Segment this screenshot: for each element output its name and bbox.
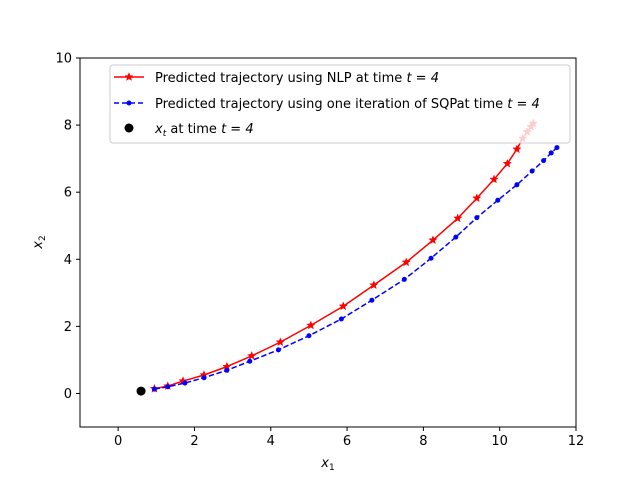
series-0-point — [369, 280, 379, 290]
series-1-point — [428, 255, 434, 261]
x-tick-label: 6 — [343, 434, 351, 449]
series-1-point — [306, 333, 312, 339]
x-tick-label: 12 — [568, 434, 585, 449]
x-tick-label: 4 — [267, 434, 275, 449]
y-tick-label: 4 — [64, 253, 72, 268]
y-tick-label: 2 — [64, 320, 72, 335]
x-axis-ticks: 0 2 4 6 8 10 12 — [114, 427, 584, 449]
series-1-point — [514, 182, 520, 188]
legend-box — [109, 64, 571, 144]
legend-sqp-marker — [126, 100, 132, 106]
series-1-point — [401, 276, 407, 282]
series-1-point — [541, 158, 547, 164]
legend-nlp-label: Predicted trajectory using NLP at time t… — [155, 71, 439, 86]
series-0-point — [512, 144, 522, 154]
y-axis-ticks: 0 2 4 6 8 10 — [55, 52, 80, 402]
series-1-point — [338, 316, 344, 322]
axes-frame — [79, 57, 577, 428]
series-1-point — [165, 384, 171, 390]
series-0-point — [275, 337, 285, 347]
legend-xt-label: xt at time t = 4 — [154, 122, 254, 139]
y-tick-label: 10 — [55, 52, 72, 67]
series-0-point — [472, 193, 482, 203]
series-0-point — [401, 257, 411, 267]
series-1-point — [453, 234, 459, 240]
series-1-point — [548, 150, 554, 156]
series-1-point — [201, 375, 207, 381]
series-0-point — [453, 213, 463, 223]
series-0-point — [338, 301, 348, 311]
legend-xt-marker — [124, 123, 134, 133]
series-0-point — [428, 235, 438, 245]
series-1-point — [151, 386, 157, 392]
x-tick-label: 8 — [419, 434, 427, 449]
legend-sqp-label: Predicted trajectory using one iteration… — [155, 97, 540, 112]
x-axis-title: x1 — [320, 456, 334, 473]
series-2-point — [136, 386, 146, 396]
series-1-point — [474, 215, 480, 221]
series-1-point — [529, 168, 535, 174]
series-1-point — [495, 197, 501, 203]
y-tick-label: 8 — [64, 119, 72, 134]
x-tick-label: 10 — [491, 434, 508, 449]
x-tick-label: 2 — [190, 434, 198, 449]
series-1-point — [182, 380, 188, 386]
series-1-point — [369, 297, 375, 303]
y-tick-label: 6 — [64, 186, 72, 201]
series-0-point — [306, 320, 316, 330]
series-0-point — [247, 350, 257, 360]
series-1-point — [247, 358, 253, 364]
y-tick-label: 0 — [64, 387, 72, 402]
series-1-point — [224, 367, 230, 373]
y-axis-title: x2 — [31, 235, 48, 249]
series-0-point — [489, 174, 499, 184]
series-1-point — [554, 145, 560, 151]
legend: Predicted trajectory using NLP at time t… — [109, 64, 571, 144]
legend-nlp-marker — [124, 72, 134, 81]
series-0-point — [502, 158, 512, 168]
x-tick-label: 0 — [114, 434, 122, 449]
series-1-point — [275, 347, 281, 353]
